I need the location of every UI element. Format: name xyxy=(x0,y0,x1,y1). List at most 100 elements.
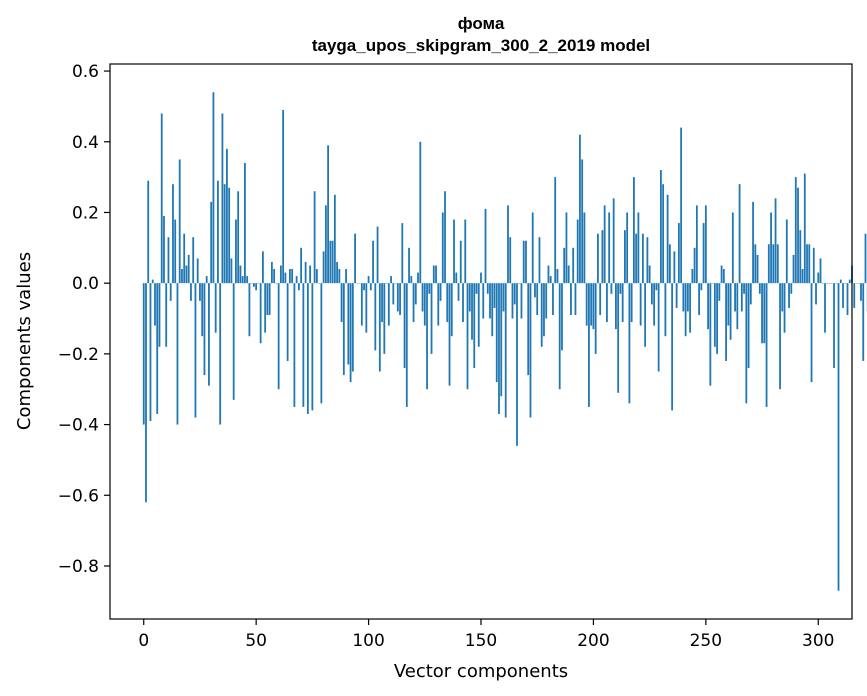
bar-222 xyxy=(641,233,644,284)
bar-243 xyxy=(689,283,692,333)
bar-27 xyxy=(203,283,206,376)
bar-235 xyxy=(671,283,674,411)
bar-153 xyxy=(486,283,489,294)
bar-268 xyxy=(745,283,748,404)
bar-111 xyxy=(392,283,395,305)
bar-24 xyxy=(196,258,199,284)
bar-123 xyxy=(419,141,422,284)
bar-55 xyxy=(266,283,269,315)
bar-139 xyxy=(455,272,458,284)
bar-68 xyxy=(295,276,298,284)
bar-233 xyxy=(666,194,669,284)
bar-20 xyxy=(187,254,190,284)
plot-frame xyxy=(109,63,853,620)
bar-129 xyxy=(432,265,435,284)
x-tick-label: 200 xyxy=(577,631,609,651)
bar-38 xyxy=(228,187,231,284)
bar-41 xyxy=(235,219,237,284)
bar-9 xyxy=(163,216,165,284)
bar-44 xyxy=(241,276,244,284)
bar-190 xyxy=(570,283,572,315)
bar-135 xyxy=(446,283,449,323)
bar-184 xyxy=(556,269,559,284)
bar-114 xyxy=(399,283,401,315)
bar-310 xyxy=(839,279,842,284)
bar-277 xyxy=(765,283,768,407)
bar-182 xyxy=(552,283,554,315)
bar-104 xyxy=(376,226,379,284)
bar-102 xyxy=(372,240,374,284)
bar-75 xyxy=(311,283,314,411)
x-tick-label: 100 xyxy=(352,631,384,651)
bar-207 xyxy=(608,212,611,284)
bar-200 xyxy=(592,283,595,330)
bar-172 xyxy=(529,283,532,418)
bar-160 xyxy=(502,283,505,312)
bar-283 xyxy=(779,283,781,390)
bar-101 xyxy=(369,283,372,291)
bar-154 xyxy=(489,283,491,319)
y-tick-label: 0.4 xyxy=(72,133,99,153)
y-tick-label: −0.2 xyxy=(58,345,99,365)
bar-208 xyxy=(610,283,613,294)
bar-2 xyxy=(147,180,150,284)
bar-244 xyxy=(691,269,694,284)
bar-221 xyxy=(639,283,642,326)
bar-110 xyxy=(390,276,392,284)
bar-297 xyxy=(810,283,813,383)
bar-187 xyxy=(563,247,566,284)
bar-61 xyxy=(279,265,282,284)
bar-30 xyxy=(210,201,213,284)
bar-276 xyxy=(763,283,766,344)
bar-134 xyxy=(444,191,446,284)
bar-66 xyxy=(291,269,294,284)
bar-5 xyxy=(154,283,156,326)
bar-236 xyxy=(673,251,676,284)
bar-16 xyxy=(178,159,181,284)
bar-294 xyxy=(803,173,806,284)
bar-265 xyxy=(738,184,741,284)
bar-303 xyxy=(824,283,826,333)
bar-228 xyxy=(655,283,658,291)
x-axis: 0 50 100 150 200 250 300 xyxy=(138,619,834,651)
bar-232 xyxy=(664,283,667,337)
bar-138 xyxy=(453,219,455,284)
bar-97 xyxy=(360,283,363,326)
x-tick-label: 250 xyxy=(690,631,722,651)
bar-252 xyxy=(709,283,712,386)
bar-300 xyxy=(817,272,820,284)
bar-131 xyxy=(437,283,440,326)
bar-99 xyxy=(365,283,368,333)
bar-262 xyxy=(731,212,734,284)
bar-169 xyxy=(522,240,525,284)
bar-237 xyxy=(675,283,678,308)
bar-158 xyxy=(498,283,500,414)
bar-144 xyxy=(466,283,469,390)
bar-241 xyxy=(684,283,687,337)
bar-254 xyxy=(713,283,716,347)
bar-93 xyxy=(351,283,354,372)
bar-47 xyxy=(248,283,251,337)
y-axis-label: Components values xyxy=(14,252,35,430)
bar-227 xyxy=(653,283,656,326)
y-tick-label: 0.2 xyxy=(72,203,99,223)
y-axis: 0.6 0.4 0.2 0.0 −0.2 −0.4 −0.6 −0.8 xyxy=(58,62,110,577)
bar-175 xyxy=(536,283,539,315)
bar-15 xyxy=(176,283,179,425)
bar-278 xyxy=(767,244,770,284)
bar-146 xyxy=(471,283,473,340)
bar-275 xyxy=(761,283,763,344)
bar-155 xyxy=(491,283,494,337)
bar-1 xyxy=(145,283,147,503)
bar-94 xyxy=(354,233,356,284)
bar-285 xyxy=(783,283,786,333)
bar-177 xyxy=(540,283,543,347)
bar-35 xyxy=(221,113,224,284)
bar-53 xyxy=(262,251,264,284)
bar-255 xyxy=(716,283,718,354)
bar-165 xyxy=(513,283,516,305)
bar-259 xyxy=(725,283,727,361)
bar-178 xyxy=(543,283,545,337)
bar-161 xyxy=(504,283,507,418)
